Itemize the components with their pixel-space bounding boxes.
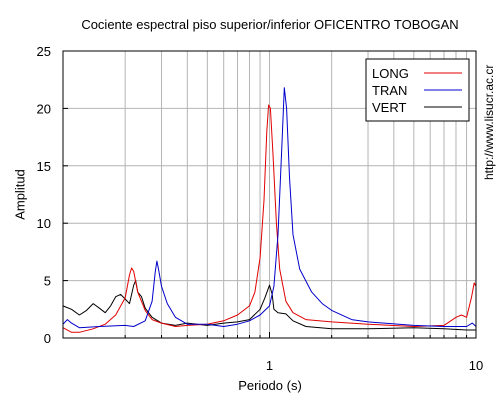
y-tick-label: 5 — [44, 274, 51, 289]
series-line-long — [63, 104, 476, 333]
series-line-tran — [63, 87, 476, 329]
x-axis-label: Periodo (s) — [238, 378, 302, 393]
y-tick-label: 10 — [37, 216, 51, 231]
series-line-vert — [63, 280, 476, 331]
chart-title: Cociente espectral piso superior/inferio… — [81, 17, 459, 32]
y-tick-label: 0 — [44, 331, 51, 346]
y-tick-label: 20 — [37, 101, 51, 116]
axis-ticks: 0 5 10 15 20 25 1 10 — [37, 44, 484, 373]
legend: LONG TRAN VERT — [365, 58, 470, 122]
x-tick-label: 10 — [469, 358, 483, 373]
y-tick-label: 25 — [37, 44, 51, 59]
x-tick-label: 1 — [266, 358, 273, 373]
y-tick-label: 15 — [37, 159, 51, 174]
legend-label-tran: TRAN — [372, 83, 407, 98]
legend-label-long: LONG — [372, 66, 409, 81]
series-layer — [63, 87, 476, 333]
legend-label-vert: VERT — [372, 100, 406, 115]
